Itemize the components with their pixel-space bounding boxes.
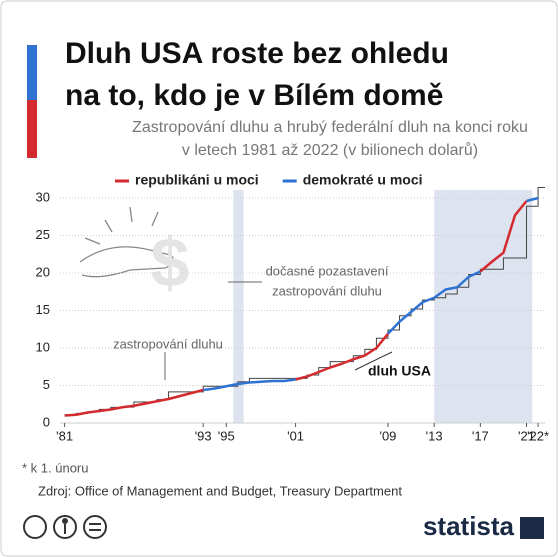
legend-label: demokraté u moci (303, 172, 423, 188)
x-tick-label: '95 (218, 428, 235, 443)
accent-blue (27, 45, 37, 100)
y-tick-label: 30 (36, 189, 50, 204)
annotation: dočasné pozastavení (266, 263, 389, 278)
x-tick-label: '21 (518, 428, 535, 443)
y-tick-label: 20 (36, 264, 50, 279)
suspension-band (233, 190, 244, 423)
suspension-band (434, 190, 533, 423)
footer-icons (23, 515, 107, 539)
x-tick-label: '09 (379, 428, 396, 443)
y-tick-label: 0 (43, 414, 50, 429)
series-line (64, 200, 528, 417)
annotation-leader (354, 351, 393, 371)
source: Zdroj: Office of Management and Budget, … (38, 483, 402, 498)
chart-subtitle: v letech 1981 až 2022 (v bilionech dolar… (182, 141, 478, 159)
accent-red (27, 100, 37, 158)
chart-title: Dluh USA roste bez ohledu (65, 37, 449, 70)
x-tick-label: '13 (426, 428, 443, 443)
y-tick-label: 25 (36, 227, 50, 242)
x-tick-label: '01 (287, 428, 304, 443)
brand-mark (520, 517, 544, 539)
brand: statista (423, 511, 515, 541)
y-tick-label: 5 (43, 377, 50, 392)
svg-text:$: $ (151, 223, 190, 301)
legend-label: republikáni u moci (135, 172, 259, 188)
x-tick-label: '17 (472, 428, 489, 443)
debt-ceiling-line (64, 187, 545, 416)
x-tick-label: '81 (56, 428, 73, 443)
series-line (203, 196, 539, 392)
y-tick-label: 15 (36, 302, 50, 317)
line-label: dluh USA (368, 363, 431, 379)
x-tick-label: '22* (527, 428, 549, 443)
footnote: * k 1. únoru (22, 460, 89, 475)
y-tick-label: 10 (36, 339, 50, 354)
chart-title: na to, kdo je v Bílém domě (65, 79, 443, 112)
x-tick-label: '93 (195, 428, 212, 443)
annotation: zastropování dluhu (272, 283, 382, 298)
annotation: zastropování dluhu (113, 336, 223, 351)
chart-subtitle: Zastropování dluhu a hrubý federální dlu… (132, 119, 528, 136)
illustration: $ (79, 206, 190, 301)
